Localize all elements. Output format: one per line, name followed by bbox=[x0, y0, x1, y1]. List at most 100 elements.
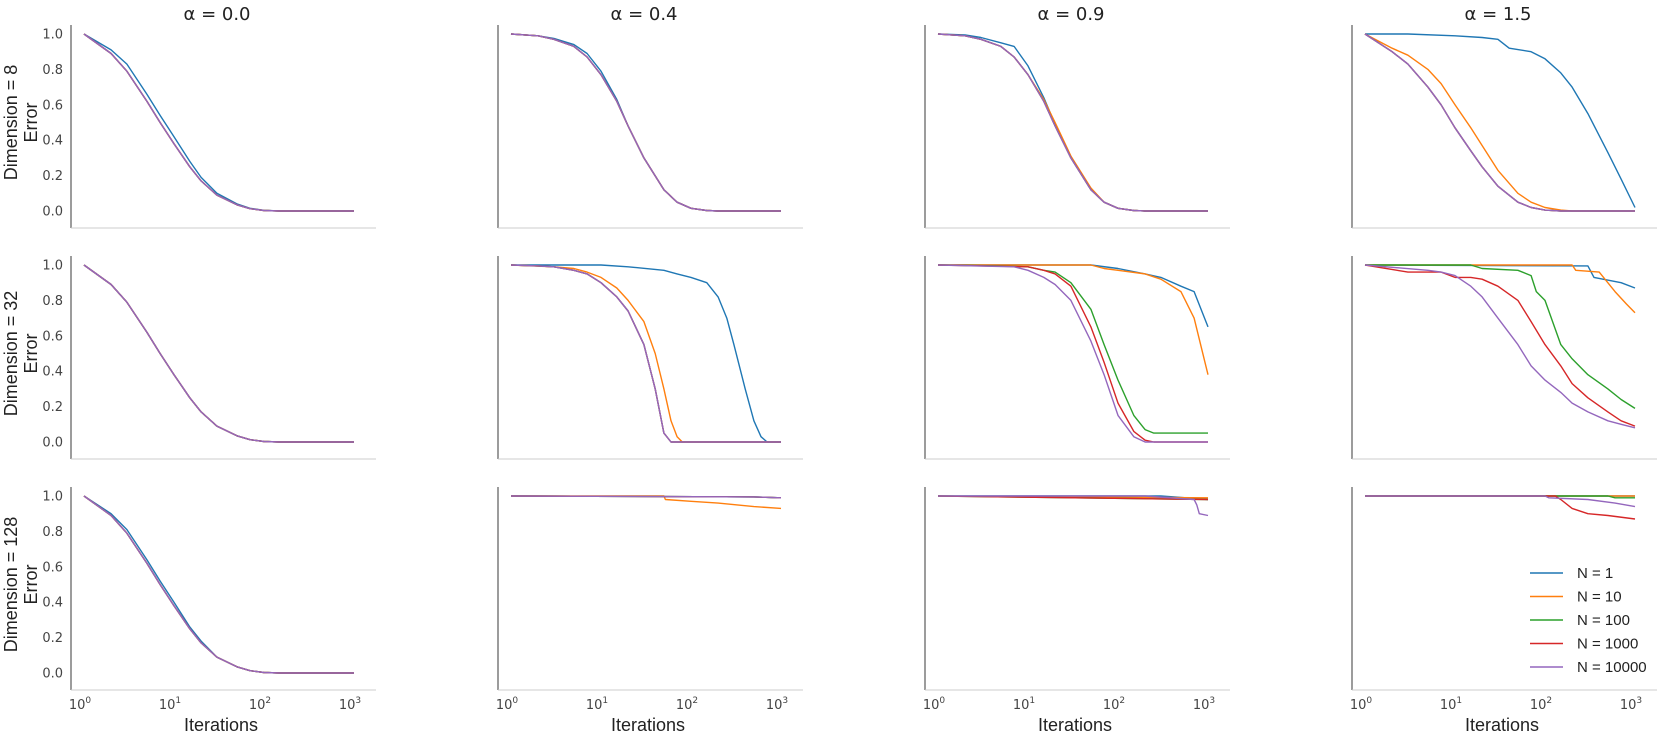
y-tick-label: 1.0 bbox=[42, 28, 63, 43]
column-title: α = 0.4 bbox=[610, 4, 677, 25]
x-tick-base: 10 bbox=[1103, 698, 1120, 713]
series-line-n1 bbox=[511, 495, 782, 510]
series-line-n4 bbox=[938, 495, 1209, 517]
series-line-n0 bbox=[83, 495, 354, 674]
x-tick-label: 100 bbox=[1350, 696, 1373, 713]
series-line-n3 bbox=[937, 264, 1208, 443]
x-tick-exponent: 2 bbox=[1119, 696, 1125, 706]
y-tick-label: 0.0 bbox=[42, 667, 63, 682]
x-tick-exponent: 3 bbox=[782, 696, 788, 706]
series-line-n3 bbox=[1364, 264, 1636, 427]
column-title: α = 0.0 bbox=[183, 4, 250, 25]
series-line-n0 bbox=[1365, 33, 1636, 208]
series-line-n0 bbox=[938, 264, 1209, 328]
y-tick-label: 0.4 bbox=[42, 596, 63, 611]
series-line-n2 bbox=[83, 33, 354, 212]
x-tick-base: 10 bbox=[586, 698, 603, 713]
panel-r1-c1 bbox=[497, 256, 803, 460]
series-line-n4 bbox=[83, 495, 354, 674]
series-line-n3 bbox=[83, 495, 354, 674]
x-tick-exponent: 1 bbox=[602, 696, 608, 706]
panel-r1-c3 bbox=[1351, 256, 1657, 460]
series-line-n4 bbox=[510, 33, 781, 212]
series-line-n1 bbox=[83, 33, 354, 212]
series-line-n3 bbox=[937, 33, 1208, 212]
series-line-n0 bbox=[937, 33, 1208, 212]
series-line-n1 bbox=[510, 264, 781, 443]
y-tick-label: 0.8 bbox=[42, 294, 63, 309]
legend: N = 1 N = 10 N = 100 N = 1000 N = 10000 bbox=[1530, 565, 1647, 676]
x-tick-exponent: 0 bbox=[1366, 696, 1372, 706]
x-tick-label: 103 bbox=[339, 696, 361, 713]
x-tick-exponent: 0 bbox=[512, 696, 518, 706]
x-tick-base: 10 bbox=[159, 698, 176, 713]
x-tick-label: 103 bbox=[766, 696, 788, 713]
x-tick-label: 102 bbox=[1103, 696, 1125, 713]
series-line-n2 bbox=[83, 495, 354, 674]
series-line-n1 bbox=[510, 33, 781, 212]
row-label: Dimension = 8 bbox=[1, 65, 21, 181]
x-tick-label: 100 bbox=[496, 696, 519, 713]
x-tick-exponent: 1 bbox=[1029, 696, 1035, 706]
series-line-n0 bbox=[83, 264, 354, 443]
x-tick-label: 102 bbox=[1530, 696, 1552, 713]
series-line-n4 bbox=[937, 264, 1208, 443]
series-line-n4 bbox=[510, 264, 781, 443]
series-line-n1 bbox=[937, 33, 1208, 212]
x-tick-exponent: 1 bbox=[175, 696, 181, 706]
x-tick-exponent: 2 bbox=[265, 696, 271, 706]
series-line-n0 bbox=[83, 33, 354, 212]
series-line-n1 bbox=[83, 495, 354, 674]
legend-label: N = 10 bbox=[1577, 589, 1622, 606]
x-tick-label: 103 bbox=[1620, 696, 1642, 713]
x-tick-label: 101 bbox=[1440, 696, 1462, 713]
series-line-n0 bbox=[510, 33, 781, 212]
y-tick-label: 0.2 bbox=[42, 631, 63, 646]
x-tick-base: 10 bbox=[676, 698, 693, 713]
series-line-n1 bbox=[938, 264, 1209, 375]
x-tick-base: 10 bbox=[1620, 698, 1637, 713]
x-tick-label: 101 bbox=[586, 696, 608, 713]
legend-label: N = 1 bbox=[1577, 565, 1613, 582]
series-line-n3 bbox=[83, 264, 354, 443]
x-tick-base: 10 bbox=[923, 698, 940, 713]
x-tick-exponent: 2 bbox=[692, 696, 698, 706]
x-tick-base: 10 bbox=[339, 698, 356, 713]
x-tick-label: 100 bbox=[69, 696, 92, 713]
x-tick-exponent: 2 bbox=[1546, 696, 1552, 706]
y-tick-label: 0.2 bbox=[42, 169, 63, 184]
x-tick-label: 102 bbox=[249, 696, 271, 713]
x-tick-exponent: 0 bbox=[939, 696, 945, 706]
x-tick-label: 100 bbox=[923, 696, 946, 713]
y-tick-label: 0.0 bbox=[42, 436, 63, 451]
x-tick-base: 10 bbox=[249, 698, 266, 713]
series-line-n4 bbox=[83, 264, 354, 443]
x-tick-base: 10 bbox=[496, 698, 513, 713]
column-title: α = 1.5 bbox=[1464, 4, 1531, 25]
panel-r0-c3: α = 1.5 bbox=[1351, 4, 1657, 229]
y-tick-label: 0.6 bbox=[42, 329, 63, 344]
x-tick-label: 101 bbox=[1013, 696, 1035, 713]
column-title: α = 0.9 bbox=[1037, 4, 1104, 25]
x-tick-label: 101 bbox=[159, 696, 181, 713]
x-tick-exponent: 3 bbox=[1209, 696, 1215, 706]
series-line-n1 bbox=[1364, 33, 1635, 212]
x-tick-base: 10 bbox=[766, 698, 783, 713]
y-tick-label: 0.8 bbox=[42, 63, 63, 78]
series-line-n4 bbox=[937, 33, 1208, 212]
x-tick-base: 10 bbox=[1013, 698, 1030, 713]
panel-r0-c2: α = 0.9 bbox=[924, 4, 1230, 229]
x-tick-exponent: 0 bbox=[85, 696, 91, 706]
x-tick-label: 103 bbox=[1193, 696, 1215, 713]
x-axis-label: Iterations bbox=[1465, 715, 1539, 734]
x-axis-label: Iterations bbox=[611, 715, 685, 734]
legend-label: N = 100 bbox=[1577, 612, 1630, 629]
series-line-n4 bbox=[83, 33, 354, 212]
y-axis-label: Error bbox=[21, 102, 41, 142]
y-tick-label: 0.4 bbox=[42, 134, 63, 149]
series-line-n2 bbox=[1365, 264, 1636, 409]
y-tick-label: 0.6 bbox=[42, 560, 63, 575]
